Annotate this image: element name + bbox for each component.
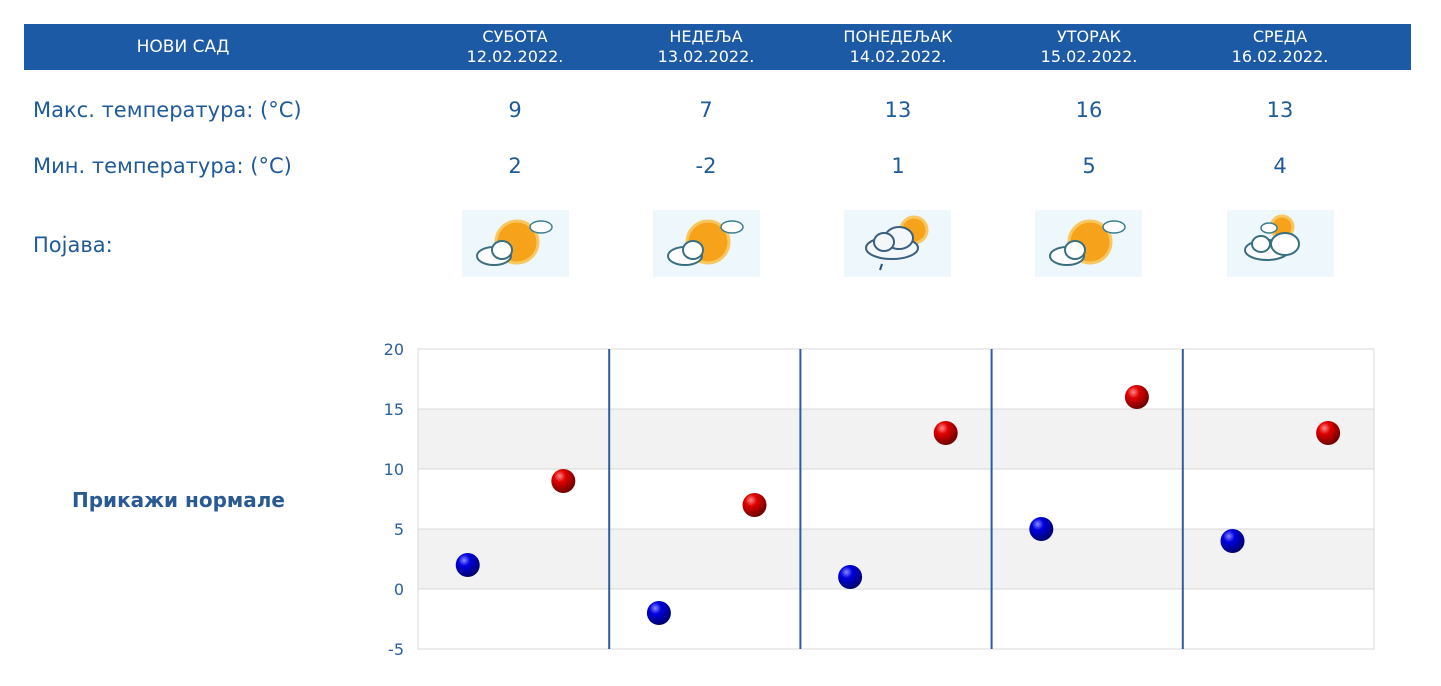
min-temp-value: 1 [891,154,905,178]
day-date: 14.02.2022. [849,47,947,66]
max-temp-value: 7 [699,98,713,122]
day-date: 12.02.2022. [466,47,564,66]
max-temp-point [1316,421,1341,445]
forecast-header: НОВИ САД СУБОТА 12.02.2022. НЕДЕЉА 13.02… [24,24,1411,70]
max-temp-point [551,469,576,493]
day-name: СРЕДА [1252,27,1308,46]
min-temp-label: Мин. температура: (°C) [33,154,292,178]
max-temp-point [1124,385,1149,409]
cloud-sun-icon [1227,210,1334,277]
min-temp-point [838,565,863,589]
max-temp-value: 16 [1075,98,1103,122]
plot-band [418,529,1374,589]
max-temp-point [933,421,958,445]
y-tick-label: 20 [384,340,404,359]
min-temp-value: 5 [1082,154,1096,178]
day-name: ПОНЕДЕЉАК [843,27,953,46]
sun-cloud-icon [1035,210,1142,277]
plot-background [418,349,1374,649]
max-temp-label: Макс. температура: (°C) [33,98,302,122]
plot-border [417,348,1375,650]
max-temp-point [742,493,767,517]
min-temp-value: 4 [1273,154,1287,178]
plot-band [418,409,1374,469]
y-tick-label: 15 [384,400,404,419]
max-temp-value: 13 [884,98,912,122]
temperature-chart: 20 15 10 5 0 -5 [384,340,1375,659]
day-name: СУБОТА [482,27,548,46]
day-date: 13.02.2022. [657,47,755,66]
phenomenon-label: Појава: [33,233,113,257]
max-temp-value: 9 [508,98,522,122]
day-header-2: НЕДЕЉА 13.02.2022. [611,27,801,67]
sun-cloud-icon [462,210,569,277]
day-header-3: ПОНЕДЕЉАК 14.02.2022. [803,27,993,67]
show-normals-link[interactable]: Прикажи нормале [72,488,285,512]
day-date: 15.02.2022. [1040,47,1138,66]
min-temp-point [1029,517,1054,541]
y-tick-label: 5 [394,520,404,539]
sun-cloud-icon [653,210,760,277]
max-temp-value: 13 [1266,98,1294,122]
city-name: НОВИ САД [136,37,230,57]
y-tick-label: -5 [388,640,404,659]
min-temp-point [1220,529,1245,553]
day-header-5: СРЕДА 16.02.2022. [1185,27,1375,67]
day-name: УТОРАК [1056,27,1122,46]
day-header-1: СУБОТА 12.02.2022. [420,27,610,67]
min-temp-point [455,553,480,577]
y-tick-label: 10 [384,460,404,479]
day-name: НЕДЕЉА [669,27,743,46]
cloud-rain-icon [844,210,951,277]
min-temp-value: -2 [695,154,717,178]
min-temp-point [646,601,671,625]
day-header-4: УТОРАК 15.02.2022. [994,27,1184,67]
y-tick-label: 0 [394,580,404,599]
min-temp-value: 2 [508,154,522,178]
day-date: 16.02.2022. [1231,47,1329,66]
